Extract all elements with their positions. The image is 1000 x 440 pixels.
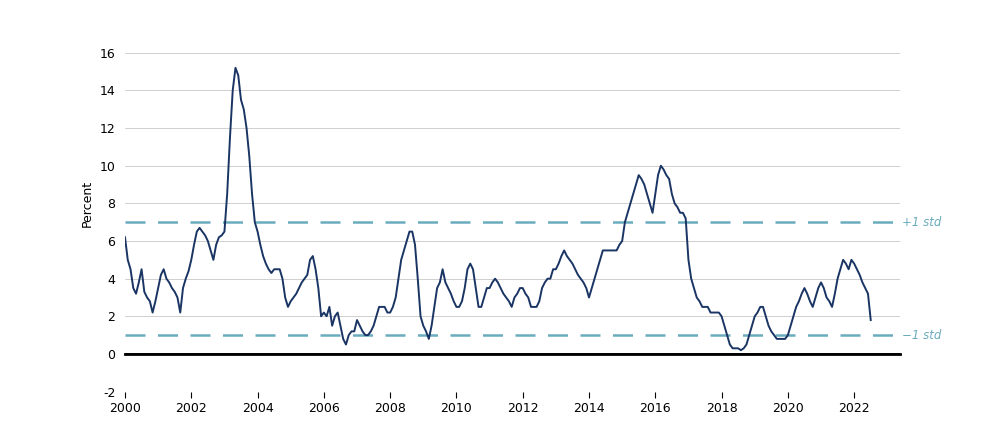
Y-axis label: Percent: Percent — [81, 180, 94, 227]
Text: −1 std: −1 std — [902, 329, 941, 341]
Text: +1 std: +1 std — [902, 216, 941, 229]
